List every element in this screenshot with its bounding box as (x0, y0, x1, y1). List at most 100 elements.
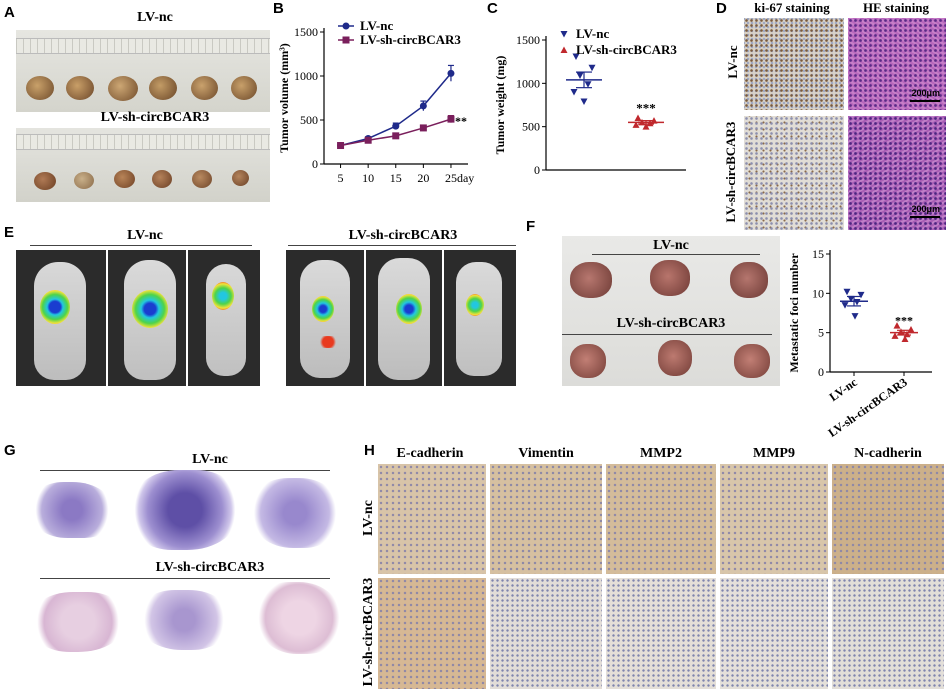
panel-h-row2-label: LV-sh-circBCAR3 (361, 577, 376, 687)
y-tick-label: 500 (522, 120, 540, 134)
data-point (857, 291, 865, 299)
x-tick-label: 25day (445, 171, 474, 185)
y-axis-title: Metastatic foci number (787, 253, 801, 373)
panel-d-row2-label: LV-sh-circBCAR3 (723, 121, 738, 223)
y-tick-label: 1000 (516, 76, 540, 90)
legend-marker-0 (560, 31, 568, 38)
x-tick-label: 5 (338, 171, 344, 185)
panel-label-f: F (526, 218, 536, 235)
ihc-lv-sh-mmp9 (720, 578, 828, 689)
panel-g-group2-line (40, 578, 330, 579)
y-tick-label: 1500 (294, 25, 318, 39)
data-point (570, 89, 578, 96)
panel-label-g: G (4, 442, 16, 459)
y-tick-label: 10 (812, 286, 824, 300)
scale-bar-2 (910, 216, 940, 218)
panel-label-b: B (273, 0, 284, 17)
tumor-weight-chart: 0 500 1000 1500 Tumor weight (mg) LV-ncLV-sh-… (493, 26, 686, 177)
data-point (447, 115, 455, 123)
data-point (584, 81, 592, 88)
ki67-image-lv-sh (744, 116, 844, 230)
legend-label-0: LV-nc (360, 18, 393, 33)
data-point (632, 121, 640, 128)
scale-bar-1 (910, 100, 940, 102)
data-point (901, 335, 909, 342)
data-point (847, 295, 855, 303)
data-point (572, 53, 580, 60)
ihc-lv-nc-mmp2 (606, 464, 716, 574)
data-point (337, 142, 345, 150)
x-tick-label: 20 (417, 171, 429, 185)
significance-annotation: ** (455, 114, 467, 128)
x-tick-label: 15 (390, 171, 402, 185)
legend-marker-0 (342, 22, 350, 30)
panel-d-row1-label: LV-nc (725, 45, 740, 79)
tumor-volume-chart: 0 500 1000 1500 5 10 15 20 25day Tumor volume (mm… (277, 18, 474, 185)
data-point (576, 72, 584, 80)
y-tick-label: 15 (812, 247, 824, 261)
legend-label-1: LV-sh-circBCAR3 (360, 32, 461, 47)
marker-mmp9: MMP9 (753, 446, 795, 461)
data-point (419, 102, 427, 110)
panel-a-group2-title: LV-sh-circBCAR3 (100, 110, 210, 125)
bioluminescence-image-lv-sh (286, 250, 516, 386)
ihc-lv-sh-mmp2 (606, 578, 716, 689)
he-staining-title: HE staining (862, 0, 930, 15)
data-point (893, 322, 901, 329)
panel-h-row1-label: LV-nc (361, 500, 376, 536)
y-axis-title: Tumor volume (mm³) (277, 43, 291, 153)
data-point (588, 64, 596, 72)
lung-section-lv-nc-3 (250, 478, 340, 548)
panel-g-group2-title: LV-sh-circBCAR3 (155, 560, 265, 575)
panel-e-group1-title: LV-nc (127, 228, 163, 243)
ihc-lv-sh-e-cadherin (378, 578, 486, 689)
ki67-staining-title: ki-67 staining (754, 0, 830, 15)
marker-n-cadherin: N-cadherin (854, 446, 922, 461)
panel-e-group2-line (288, 245, 516, 246)
panel-a-group1-title: LV-nc (137, 10, 173, 25)
data-point (634, 114, 642, 121)
y-tick-label: 500 (300, 113, 318, 127)
bioluminescence-image-lv-nc (16, 250, 260, 386)
lung-section-lv-sh-3 (256, 582, 342, 654)
x-tick-label: LV-nc (827, 375, 861, 404)
marker-mmp2: MMP2 (640, 446, 682, 461)
ihc-lv-nc-mmp9 (720, 464, 828, 574)
panel-label-a: A (4, 4, 15, 21)
y-axis-title: Tumor weight (mg) (493, 56, 507, 155)
panel-label-c: C (487, 0, 498, 17)
legend-marker-1 (342, 36, 350, 44)
panel-label-d: D (716, 0, 727, 17)
data-point (843, 288, 851, 296)
data-point (851, 313, 859, 320)
ihc-lv-nc-e-cadherin (378, 464, 486, 574)
panel-f-group2-title: LV-sh-circBCAR3 (616, 316, 726, 331)
marker-vimentin: Vimentin (518, 446, 574, 461)
tumor-photo-lv-sh (16, 128, 270, 202)
lung-section-lv-sh-1 (30, 592, 126, 652)
y-tick-label: 0 (818, 365, 824, 379)
lung-photo: LV-nc LV-sh-circBCAR3 (562, 236, 780, 386)
y-tick-label: 0 (312, 157, 318, 171)
legend-marker-1 (560, 46, 568, 53)
lung-section-lv-sh-2 (138, 590, 230, 650)
marker-e-cadherin: E-cadherin (396, 446, 464, 461)
data-point (891, 332, 899, 339)
y-tick-label: 0 (534, 163, 540, 177)
data-point (364, 136, 372, 144)
panel-label-e: E (4, 224, 15, 241)
he-image-lv-nc: 200μm (848, 18, 946, 110)
data-point (447, 69, 455, 77)
lung-section-lv-nc-1 (30, 482, 114, 538)
legend-label-1: LV-sh-circBCAR3 (576, 42, 677, 57)
tumor-photo-lv-nc (16, 30, 270, 112)
scale-bar-label-1: 200μm (911, 88, 940, 98)
data-point (392, 122, 400, 130)
legend-label-0: LV-nc (576, 26, 609, 41)
ihc-lv-sh-n-cadherin (832, 578, 944, 689)
significance-annotation: *** (636, 101, 656, 116)
data-point (642, 123, 650, 130)
data-point (392, 132, 400, 140)
panel-e-group1-line (30, 245, 252, 246)
